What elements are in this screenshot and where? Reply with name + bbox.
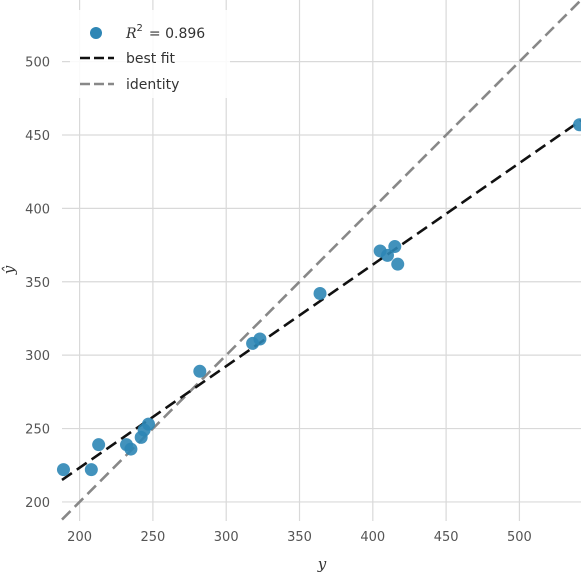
x-axis-title: y	[317, 555, 327, 573]
scatter-point	[84, 463, 98, 477]
scatter-point	[380, 248, 394, 262]
scatter-point	[142, 417, 155, 431]
scatter-point	[56, 463, 70, 477]
x-tick-label: 500	[507, 530, 532, 545]
y-tick-label: 500	[25, 56, 50, 71]
y-tick-label: 450	[25, 129, 50, 144]
scatter-point	[573, 118, 581, 132]
legend-identity-label: identity	[126, 77, 179, 93]
y-axis-title: ŷ	[0, 265, 18, 275]
y-tick-label: 300	[25, 349, 50, 364]
scatter-point	[391, 257, 405, 271]
y-tick-label: 400	[25, 202, 50, 217]
scatter-point	[92, 438, 106, 452]
x-tick-label: 350	[287, 530, 312, 545]
y-tick-label: 350	[25, 276, 50, 291]
x-tick-label: 200	[67, 530, 92, 545]
identity-line	[61, 0, 581, 521]
y-tick-labels: 200 250 300 350 400 450 500	[25, 56, 50, 511]
scatter-point	[388, 240, 402, 254]
legend-point-marker	[90, 27, 102, 39]
best-fit-line	[61, 119, 581, 481]
scatter-point	[313, 287, 327, 301]
x-tick-label: 450	[434, 530, 459, 545]
legend-r2-label: R2 = 0.896	[125, 23, 205, 42]
x-tick-label: 400	[360, 530, 385, 545]
x-tick-label: 300	[214, 530, 239, 545]
x-tick-labels: 200 250 300 350 400 450 500	[67, 530, 532, 545]
scatter-point	[124, 442, 138, 456]
y-tick-label: 200	[25, 496, 50, 511]
y-tick-label: 250	[25, 423, 50, 438]
scatter-points	[56, 118, 581, 477]
scatter-point	[253, 332, 267, 346]
x-tick-label: 250	[140, 530, 165, 545]
legend: R2 = 0.896 best fit identity	[70, 10, 230, 98]
legend-best-fit-label: best fit	[126, 51, 176, 67]
scatter-point	[193, 364, 207, 378]
